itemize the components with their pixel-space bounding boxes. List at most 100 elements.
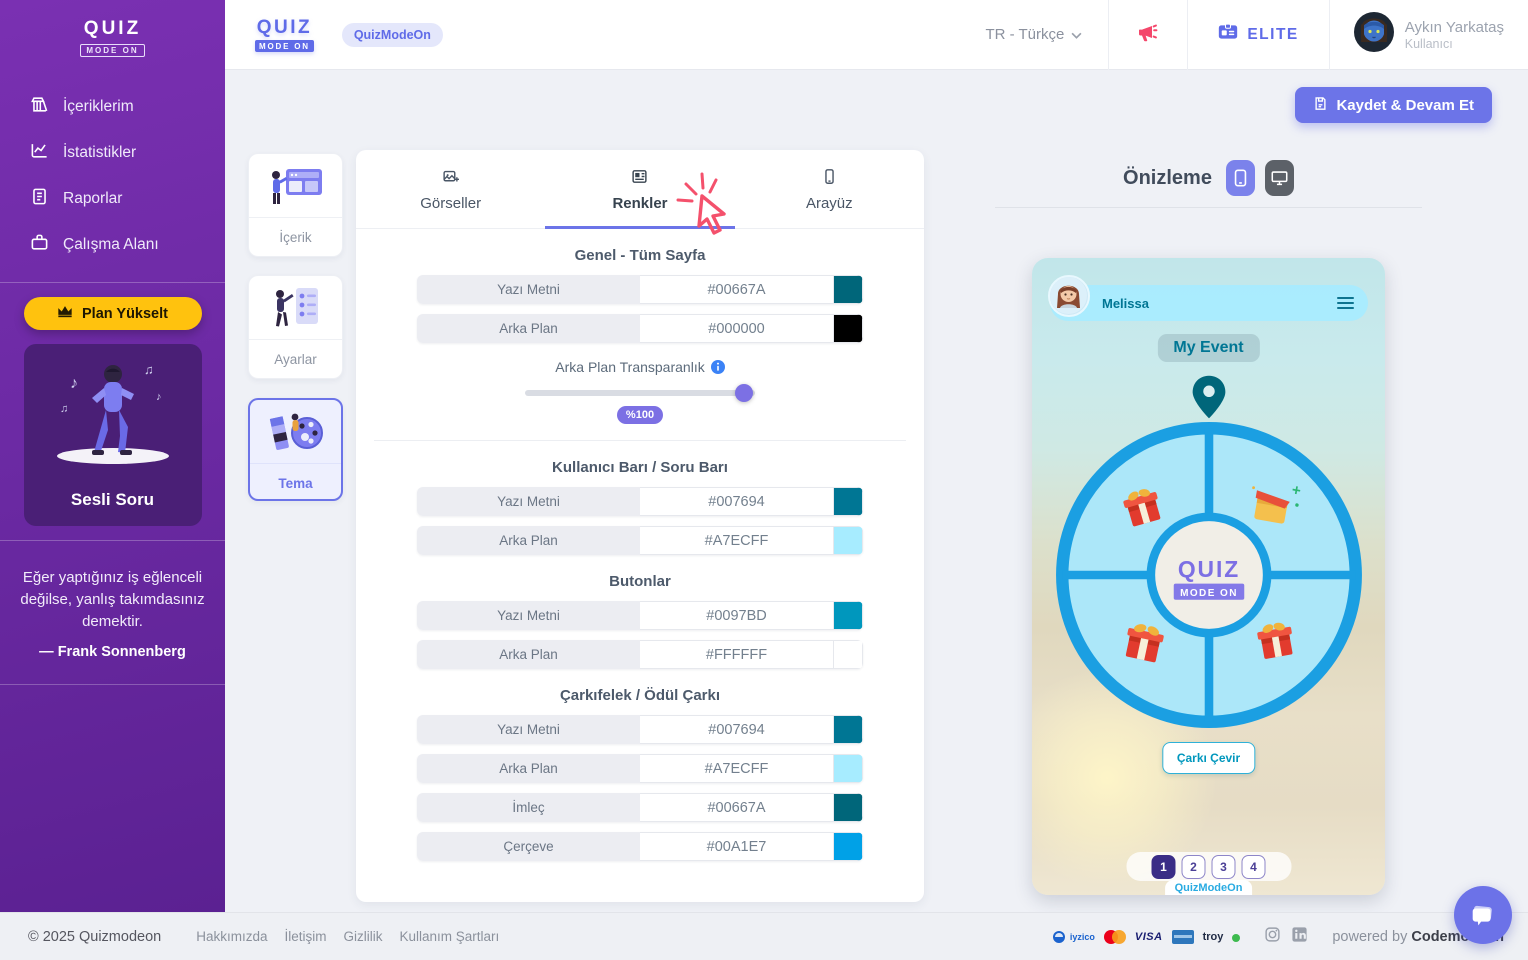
- plan-tier-button[interactable]: ELITE: [1188, 23, 1328, 46]
- user-menu[interactable]: Aykın Yarkataş Kullanıcı: [1330, 12, 1528, 57]
- color-value-input[interactable]: #007694: [640, 487, 833, 516]
- info-icon[interactable]: [710, 360, 725, 374]
- preview-mobile-toggle[interactable]: [1225, 160, 1255, 196]
- visa-logo: VISA: [1134, 930, 1163, 943]
- color-value-input[interactable]: #A7ECFF: [640, 754, 833, 783]
- preview-header: Önizleme: [995, 160, 1422, 196]
- transparency-label: Arka Plan Transparanlık: [555, 359, 725, 375]
- theme-panel: Görseller Renkler Arayüz Genel - Tüm Say…: [356, 150, 924, 902]
- color-value-input[interactable]: #007694: [640, 715, 833, 744]
- preview-watermark: QuizModeOn: [1164, 880, 1253, 895]
- color-row-bar-bg: Arka Plan #A7ECFF: [417, 526, 863, 555]
- promo-card[interactable]: ♪ ♫ ♪ ♫ Sesli Soru: [23, 344, 202, 526]
- tab-colors[interactable]: Renkler: [545, 168, 735, 229]
- transparency-slider[interactable]: [525, 384, 755, 402]
- page-button-2[interactable]: 2: [1181, 854, 1206, 879]
- card-logo: [1171, 929, 1194, 944]
- color-value-input[interactable]: #00A1E7: [640, 832, 833, 861]
- color-row-button-text: Yazı Metni #0097BD: [417, 601, 863, 630]
- spin-wheel-button[interactable]: Çarkı Çevir: [1161, 742, 1256, 774]
- sidebar-item-contents[interactable]: İçeriklerim: [0, 84, 225, 130]
- upgrade-plan-button[interactable]: Plan Yükselt: [23, 297, 202, 330]
- color-row-label: Arka Plan: [417, 314, 640, 343]
- section-title: Çarkıfelek / Ödül Çarkı: [559, 687, 721, 704]
- main-content: Kaydet & Devam Et İçerik Ayarlar Tema Gö…: [225, 70, 1528, 912]
- page-button-4[interactable]: 4: [1241, 854, 1266, 879]
- color-value-input[interactable]: #A7ECFF: [640, 526, 833, 555]
- briefcase-icon: [30, 233, 49, 257]
- color-swatch[interactable]: [833, 275, 863, 304]
- footer-link-terms[interactable]: Kullanım Şartları: [399, 929, 500, 944]
- svg-text:+: +: [1290, 482, 1302, 500]
- announcements-button[interactable]: [1109, 21, 1187, 48]
- transparency-block: Arka Plan Transparanlık %100: [356, 359, 924, 424]
- instagram-icon[interactable]: [1264, 926, 1281, 948]
- sidebar: QUIZ MODE ON İçeriklerim İstatistikler R…: [0, 0, 225, 912]
- footer-link-contact[interactable]: İletişim: [284, 929, 327, 944]
- header-divider: [1187, 0, 1189, 70]
- preview-desktop-toggle[interactable]: [1264, 160, 1294, 196]
- save-note-icon: [1313, 96, 1328, 115]
- color-swatch[interactable]: [833, 715, 863, 744]
- color-value-input[interactable]: #FFFFFF: [640, 640, 833, 669]
- color-swatch[interactable]: [833, 754, 863, 783]
- color-value-input[interactable]: #00667A: [640, 793, 833, 822]
- color-value-input[interactable]: #000000: [640, 314, 833, 343]
- chart-line-icon: [30, 141, 49, 165]
- section-title: Kullanıcı Barı / Soru Barı: [552, 459, 728, 476]
- footer-link-about[interactable]: Hakkımızda: [196, 929, 268, 944]
- color-swatch[interactable]: [833, 487, 863, 516]
- color-swatch[interactable]: [833, 793, 863, 822]
- svg-text:MODE ON: MODE ON: [1180, 588, 1238, 599]
- preview-user-avatar: [1048, 275, 1090, 317]
- color-swatch[interactable]: [833, 832, 863, 861]
- quote-text: Eğer yaptığınız iş eğlenceli değilse, ya…: [20, 569, 205, 630]
- sidebar-item-workspace[interactable]: Çalışma Alanı: [0, 222, 225, 268]
- sidebar-divider: [0, 684, 225, 686]
- color-row-label: Yazı Metni: [417, 601, 640, 630]
- color-swatch[interactable]: [833, 601, 863, 630]
- color-row-wheel-pointer: İmleç #00667A: [417, 793, 863, 822]
- page-button-1[interactable]: 1: [1151, 854, 1176, 879]
- color-swatch[interactable]: [833, 640, 863, 669]
- brand-area: QUIZ MODE ON QuizModeOn: [255, 17, 443, 52]
- page-button-3[interactable]: 3: [1211, 854, 1236, 879]
- tab-label: Görseller: [420, 195, 482, 212]
- app-logo[interactable]: QUIZ MODE ON: [255, 17, 314, 52]
- preview-pagination: 1 2 3 4: [1126, 852, 1291, 881]
- dancing-person-illustration: ♪ ♫ ♪ ♫: [56, 362, 169, 464]
- chat-support-button[interactable]: [1454, 886, 1512, 944]
- sidebar-item-statistics[interactable]: İstatistikler: [0, 130, 225, 176]
- slider-thumb[interactable]: [734, 384, 753, 402]
- color-row-label: Arka Plan: [417, 640, 640, 669]
- iyzico-logo: iyzico: [1053, 928, 1095, 946]
- color-row-wheel-frame: Çerçeve #00A1E7: [417, 832, 863, 861]
- footer-link-privacy[interactable]: Gizlilik: [343, 929, 383, 944]
- save-continue-button[interactable]: Kaydet & Devam Et: [1295, 87, 1492, 123]
- workspace-badge[interactable]: QuizModeOn: [341, 22, 443, 47]
- linkedin-icon[interactable]: [1291, 926, 1308, 948]
- preview-user-name: Melissa: [1102, 295, 1149, 311]
- step-tab-settings[interactable]: Ayarlar: [248, 275, 343, 379]
- color-row-label: Arka Plan: [417, 526, 640, 555]
- color-value-input[interactable]: #0097BD: [640, 601, 833, 630]
- color-row-label: Arka Plan: [417, 754, 640, 783]
- tab-interface[interactable]: Arayüz: [734, 168, 924, 229]
- sidebar-item-reports[interactable]: Raporlar: [0, 176, 225, 222]
- step-tab-content[interactable]: İçerik: [248, 153, 343, 257]
- monitor-icon: [1271, 171, 1288, 186]
- color-row-label: İmleç: [417, 793, 640, 822]
- social-links: [1264, 926, 1308, 948]
- svg-text:♫: ♫: [144, 362, 154, 377]
- menu-icon[interactable]: [1337, 294, 1354, 312]
- color-row-label: Çerçeve: [417, 832, 640, 861]
- color-swatch[interactable]: [833, 526, 863, 555]
- color-value-input[interactable]: #00667A: [640, 275, 833, 304]
- color-row-wheel-bg: Arka Plan #A7ECFF: [417, 754, 863, 783]
- copyright-text: © 2025 Quizmodeon: [28, 928, 162, 945]
- language-selector[interactable]: TR - Türkçe: [959, 26, 1108, 43]
- color-swatch[interactable]: [833, 314, 863, 343]
- prize-wheel[interactable]: + QUIZ MODE ON: [1047, 413, 1371, 737]
- tab-visuals[interactable]: Görseller: [356, 168, 546, 229]
- step-tab-theme[interactable]: Tema: [248, 398, 343, 501]
